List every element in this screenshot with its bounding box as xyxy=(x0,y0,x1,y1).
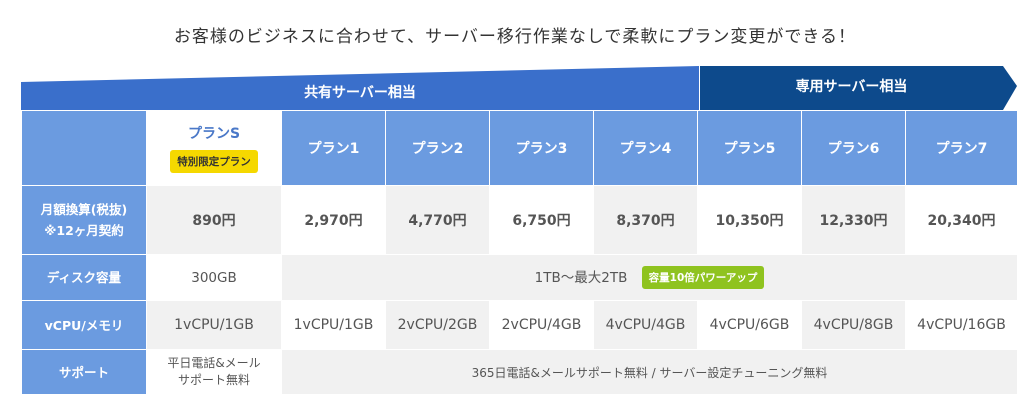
cpu-row-label: vCPU/メモリ xyxy=(21,300,147,350)
support-row-label: サポート xyxy=(21,349,147,395)
price-cell: 20,340円 xyxy=(905,185,1018,255)
banner-arrow-shapes xyxy=(21,66,1017,110)
dedicated-server-label: 専用サーバー相当 xyxy=(795,79,908,95)
support-plan-s-line1: 平日電話&メール xyxy=(167,356,261,370)
cpu-cell: 1vCPU/1GB xyxy=(281,300,386,350)
support-others-cell: 365日電話&メールサポート無料 / サーバー設定チューニング無料 xyxy=(281,349,1018,395)
cpu-cell: 4vCPU/16GB xyxy=(905,300,1018,350)
dedicated-banner-shape xyxy=(700,66,1017,110)
support-plan-s-cell: 平日電話&メール サポート無料 xyxy=(146,349,282,395)
support-row: サポート 平日電話&メール サポート無料 365日電話&メールサポート無料 / … xyxy=(21,349,1018,395)
plan-header-row: プランS 特別限定プラン プラン1 プラン2 プラン3 プラン4 プラン5 プラ… xyxy=(21,110,1018,186)
plan-header: プラン2 xyxy=(385,110,490,186)
cpu-cell: 4vCPU/4GB xyxy=(593,300,698,350)
shared-banner-shape xyxy=(21,66,699,110)
plan-name: プランS xyxy=(187,126,241,142)
plan-s-header: プランS 特別限定プラン xyxy=(146,110,282,186)
price-label-line2: ※12ヶ月契約 xyxy=(44,223,124,238)
price-cell: 12,330円 xyxy=(801,185,906,255)
support-plan-s-line2: サポート無料 xyxy=(177,373,250,387)
disk-row: ディスク容量 300GB 1TB〜最大2TB 容量10倍パワーアップ xyxy=(21,254,1018,301)
header-corner-cell xyxy=(21,110,147,186)
cpu-cell: 4vCPU/6GB xyxy=(697,300,802,350)
plan-header: プラン4 xyxy=(593,110,698,186)
plan-header: プラン3 xyxy=(489,110,594,186)
price-cell: 890円 xyxy=(146,185,282,255)
plan-header: プラン7 xyxy=(905,110,1018,186)
plan-header: プラン5 xyxy=(697,110,802,186)
cpu-cell: 4vCPU/8GB xyxy=(801,300,906,350)
limited-plan-badge: 特別限定プラン xyxy=(170,150,258,173)
price-row: 月額換算(税抜) ※12ヶ月契約 890円 2,970円 4,770円 6,75… xyxy=(21,185,1018,255)
price-cell: 6,750円 xyxy=(489,185,594,255)
cpu-cell: 2vCPU/4GB xyxy=(489,300,594,350)
price-cell: 8,370円 xyxy=(593,185,698,255)
price-cell: 2,970円 xyxy=(281,185,386,255)
disk-row-label: ディスク容量 xyxy=(21,254,147,301)
capacity-power-up-badge: 容量10倍パワーアップ xyxy=(641,266,765,290)
plan-header: プラン6 xyxy=(801,110,906,186)
price-cell: 10,350円 xyxy=(697,185,802,255)
cpu-memory-row: vCPU/メモリ 1vCPU/1GB 1vCPU/1GB 2vCPU/2GB 2… xyxy=(21,300,1018,350)
price-label-line1: 月額換算(税抜) xyxy=(40,202,128,217)
server-type-banner: 共有サーバー相当 専用サーバー相当 xyxy=(21,66,1017,110)
price-row-label: 月額換算(税抜) ※12ヶ月契約 xyxy=(21,185,147,255)
disk-others-value: 1TB〜最大2TB xyxy=(534,269,628,286)
cpu-cell: 1vCPU/1GB xyxy=(146,300,282,350)
cpu-cell: 2vCPU/2GB xyxy=(385,300,490,350)
plan-comparison-table: プランS 特別限定プラン プラン1 プラン2 プラン3 プラン4 プラン5 プラ… xyxy=(21,110,1018,395)
shared-server-label: 共有サーバー相当 xyxy=(304,85,416,101)
disk-others-cell: 1TB〜最大2TB 容量10倍パワーアップ xyxy=(281,254,1018,301)
plan-header: プラン1 xyxy=(281,110,386,186)
disk-plan-s-cell: 300GB xyxy=(146,254,282,301)
page-headline: お客様のビジネスに合わせて、サーバー移行作業なしで柔軟にプラン変更ができる！ xyxy=(173,27,857,47)
price-cell: 4,770円 xyxy=(385,185,490,255)
